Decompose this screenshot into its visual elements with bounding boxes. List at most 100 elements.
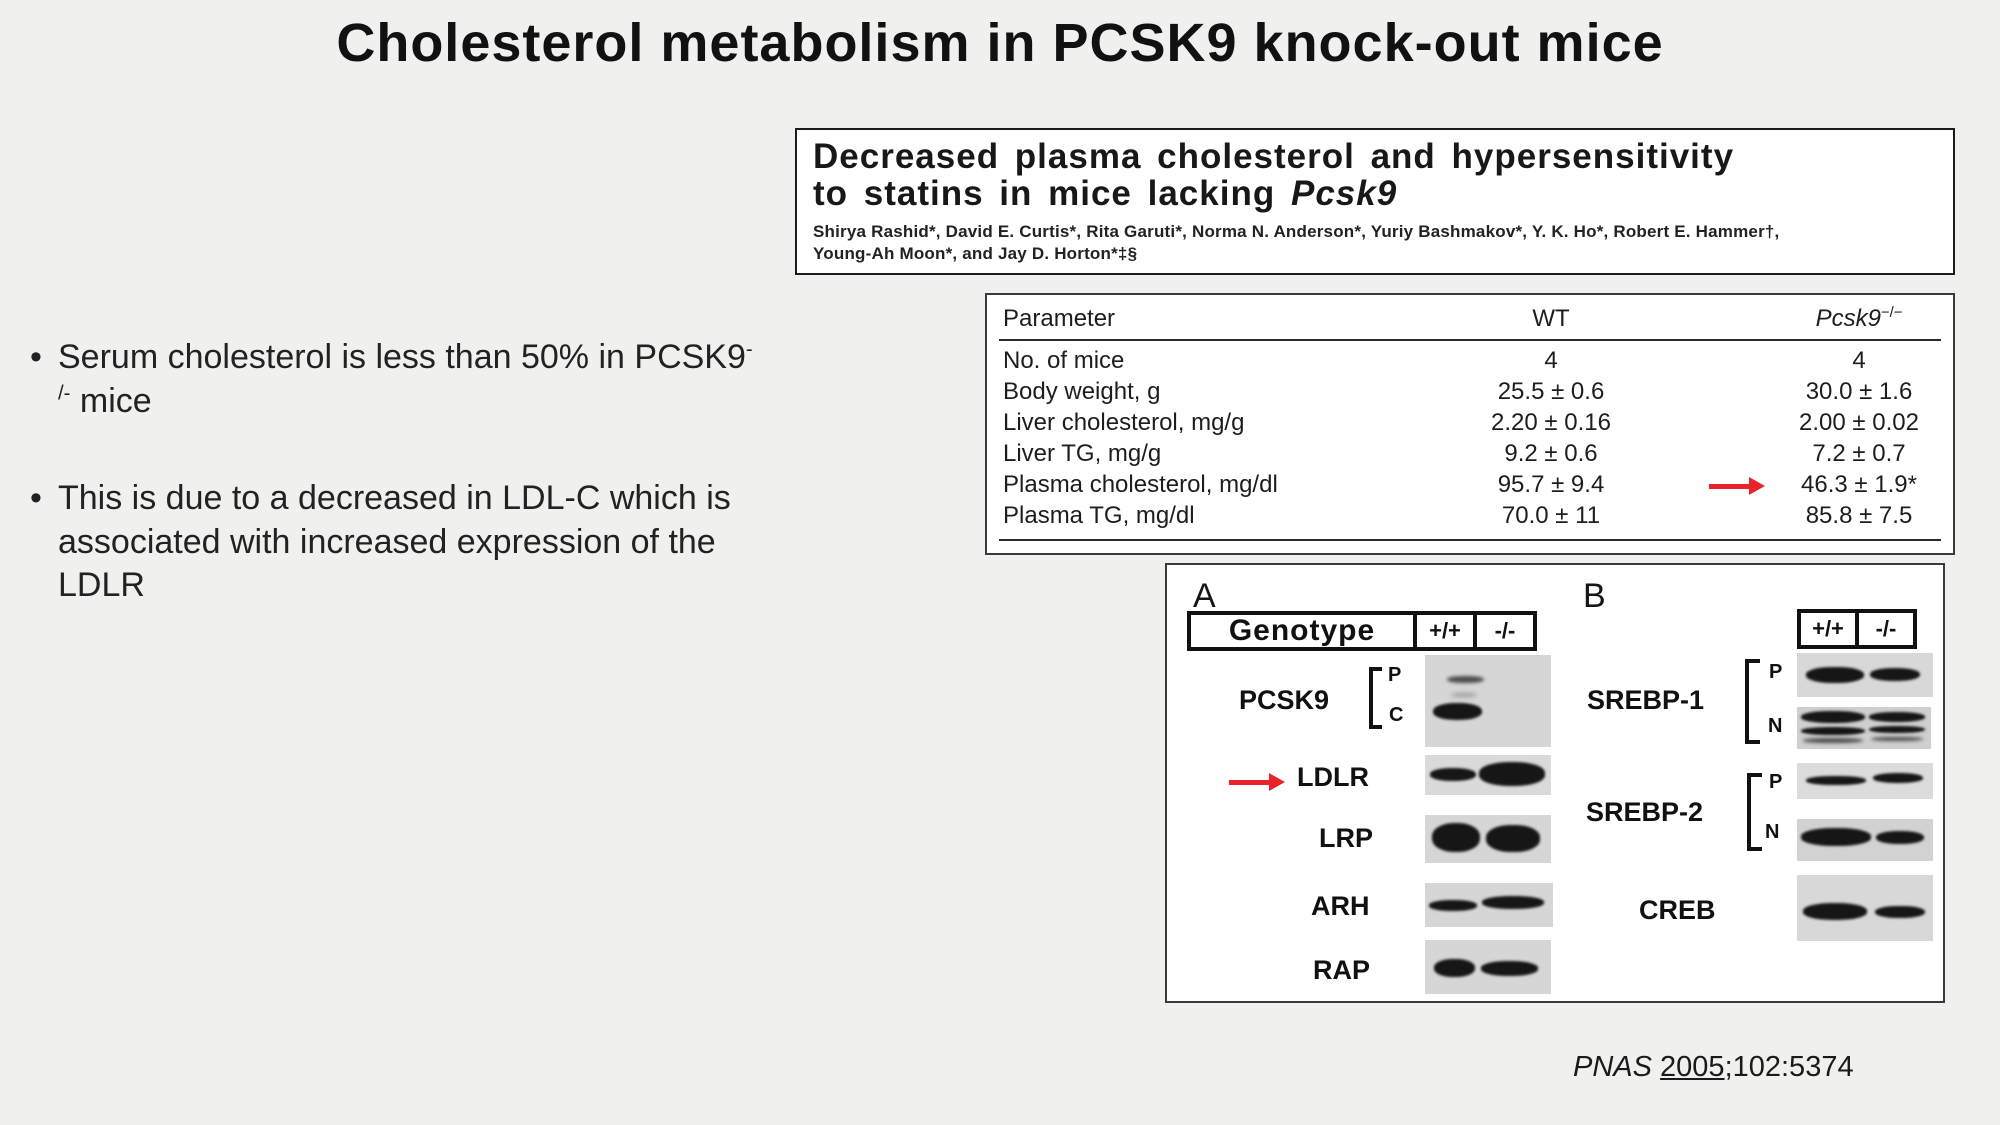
lane-header-wildtype: +/+ (1413, 611, 1477, 651)
row-parameter: Liver cholesterol, mg/g (1003, 408, 1245, 436)
citation-year: 2005 (1660, 1051, 1725, 1083)
row-parameter: Plasma TG, mg/dl (1003, 501, 1195, 529)
blot-band (1801, 828, 1871, 846)
red-arrow-icon (1229, 773, 1285, 791)
row-wt-value: 4 (1544, 346, 1558, 374)
paper-title-line2: to statins in mice lacking (813, 174, 1276, 214)
table-row: Body weight, g 25.5 ± 0.6 30.0 ± 1.6 (999, 376, 1941, 407)
blot-band (1803, 903, 1867, 920)
rap-blot (1425, 940, 1551, 994)
pcsk9-bracket (1369, 667, 1382, 729)
precursor-label: P (1388, 664, 1402, 686)
blot-band (1486, 825, 1540, 852)
knockout-superscript: −/− (1880, 305, 1903, 321)
srebp2-n-blot (1797, 819, 1933, 861)
nuclear-label: N (1768, 715, 1783, 737)
row-ko-value: 30.0 ± 1.6 (1805, 377, 1913, 405)
blot-band (1806, 667, 1864, 683)
row-parameter: No. of mice (1003, 346, 1125, 374)
citation-journal: PNAS (1573, 1051, 1652, 1083)
blot-label-arh: ARH (1311, 891, 1370, 921)
blot-band (1869, 726, 1925, 733)
precursor-label: P (1769, 661, 1783, 683)
table-row: Liver TG, mg/g 9.2 ± 0.6 7.2 ± 0.7 (999, 438, 1941, 469)
blot-label-lrp: LRP (1319, 823, 1373, 853)
row-wt-value: 25.5 ± 0.6 (1497, 377, 1605, 405)
lane-header-knockout: -/- (1473, 611, 1537, 651)
paper-authors-line2: Young-Ah Moon*, and Jay D. Horton*‡§ (813, 244, 1138, 264)
genotype-header-row: Genotype +/+ -/- (1187, 611, 1537, 651)
table-row: No. of mice 4 4 (999, 345, 1941, 376)
blot-band (1481, 961, 1538, 976)
creb-blot (1797, 875, 1933, 941)
paper-header-box: Decreased plasma cholesterol and hyperse… (795, 128, 1955, 275)
precursor-label: P (1769, 771, 1783, 793)
blot-band (1479, 762, 1545, 786)
paper-title-gene-italic: Pcsk9 (1290, 174, 1398, 214)
column-header-parameter: Parameter (1003, 305, 1116, 332)
blot-label-pcsk9: PCSK9 (1239, 685, 1330, 715)
srebp1-bracket (1745, 659, 1760, 744)
paper-authors-line1: Shirya Rashid*, David E. Curtis*, Rita G… (813, 222, 1780, 242)
blot-label-srebp2: SREBP-2 (1586, 797, 1704, 827)
row-ko-value: 2.00 ± 0.02 (1799, 408, 1919, 436)
paper-title: Decreased plasma cholesterol and hyperse… (813, 138, 1953, 212)
blot-band (1447, 676, 1484, 683)
row-wt-value: 70.0 ± 11 (1501, 501, 1601, 529)
blot-band (1432, 823, 1480, 852)
bullet-marker: • (30, 479, 42, 518)
srebp1-n-blot (1797, 707, 1931, 749)
results-table: Parameter WT Pcsk9−/− No. of mice 4 4 Bo… (985, 293, 1955, 555)
paper-authors: Shirya Rashid*, David E. Curtis*, Rita G… (813, 221, 1953, 265)
blot-label-srebp1: SREBP-1 (1587, 685, 1705, 715)
blot-band (1433, 703, 1482, 720)
blot-band (1430, 768, 1476, 781)
arh-blot (1425, 883, 1553, 927)
panel-a-label: A (1193, 577, 1216, 615)
row-wt-value: 9.2 ± 0.6 (1504, 439, 1598, 467)
page-title: Cholesterol metabolism in PCSK9 knock-ou… (336, 13, 1664, 73)
blot-band (1801, 727, 1865, 735)
column-header-wt: WT (1532, 305, 1570, 332)
citation: PNAS 2005;102:5374 (1573, 1051, 1854, 1084)
row-parameter: Body weight, g (1003, 377, 1161, 405)
blot-band (1801, 711, 1865, 723)
bullet-text: This is due to a decreased in LDL-C whic… (58, 479, 731, 605)
cleaved-label: C (1389, 704, 1404, 726)
lrp-blot (1425, 815, 1551, 863)
blot-band (1451, 693, 1477, 697)
bullet1-superscript-minus: - (745, 338, 753, 361)
highlighted-value: 46.3 ± 1.9* (1801, 470, 1917, 498)
blot-band (1869, 712, 1925, 722)
bullet1-line1: Serum cholesterol is less than 50% in PC… (58, 338, 746, 376)
srebp1-p-blot (1797, 653, 1933, 697)
blot-band (1434, 959, 1475, 977)
blot-band (1876, 831, 1924, 844)
pcsk9-blot (1425, 655, 1551, 747)
blot-label-ldlr: LDLR (1297, 762, 1369, 792)
bullet1-superscript-ko: /- (58, 382, 71, 405)
nuclear-label: N (1765, 821, 1780, 843)
blot-band (1871, 737, 1923, 741)
row-ko-value-highlighted: 46.3 ± 1.9* (1709, 470, 1941, 499)
bullet-text: Serum cholesterol is less than 50% in PC… (58, 336, 753, 423)
row-parameter: Plasma cholesterol, mg/dl (1003, 470, 1278, 498)
table-footer-rule (999, 539, 1941, 541)
panel-b-label: B (1583, 577, 1606, 615)
table-row: Plasma TG, mg/dl 70.0 ± 11 85.8 ± 7.5 (999, 500, 1941, 531)
paper-title-line1: Decreased plasma cholesterol and hyperse… (813, 137, 1735, 176)
row-wt-value: 95.7 ± 9.4 (1497, 470, 1605, 498)
blot-band (1875, 906, 1925, 918)
row-wt-value: 2.20 ± 0.16 (1491, 408, 1611, 436)
srebp2-p-blot (1797, 763, 1933, 799)
genotype-header: Genotype (1187, 611, 1417, 651)
ldlr-blot (1425, 755, 1551, 795)
bullet-item-ldlc: • This is due to a decreased in LDL-C wh… (30, 477, 775, 608)
bullet-list: • Serum cholesterol is less than 50% in … (30, 336, 775, 608)
panel-b-lane-header-row: +/+ -/- (1797, 609, 1917, 649)
red-arrow-icon (1709, 476, 1765, 495)
table-header-rule (999, 339, 1941, 341)
column-header-pcsk9-ko: Pcsk9−/− (1721, 305, 1941, 333)
blot-band (1806, 776, 1866, 785)
table-header-row: Parameter WT Pcsk9−/− (999, 301, 1941, 337)
